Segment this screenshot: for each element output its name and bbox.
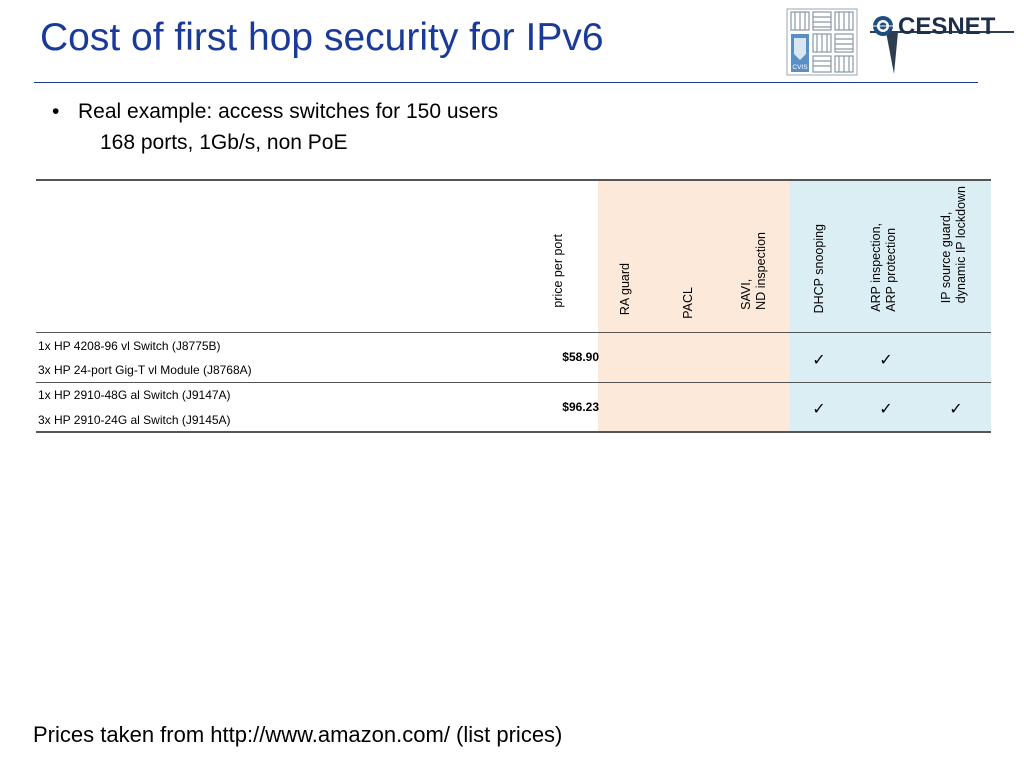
blue-band <box>790 181 991 433</box>
table-bottom-rule <box>36 431 991 433</box>
header-arp-inspection: ARP inspection, ARP protection <box>869 223 898 312</box>
row1-dhcp-check: ✓ <box>812 350 826 369</box>
row2-dhcp-check: ✓ <box>812 399 826 418</box>
row2-item1: 1x HP 2910-48G al Switch (J9147A) <box>38 388 231 402</box>
bullet-marker: • <box>52 100 60 123</box>
bullet-subline: 168 ports, 1Gb/s, non PoE <box>100 131 348 154</box>
table-top-rule <box>36 179 991 181</box>
header-ip-source-guard: IP source guard, dynamic IP lockdown <box>939 186 968 304</box>
row2-ipsg-check: ✓ <box>949 399 963 418</box>
cvis-logo: CVIS <box>786 8 858 76</box>
title-underline <box>34 82 978 83</box>
slide-title: Cost of first hop security for IPv6 <box>40 16 604 59</box>
row1-arp-check: ✓ <box>879 350 893 369</box>
cost-table: price per port RA guard PACL SAVI, ND ins… <box>36 179 991 433</box>
cesnet-logo-text: CESNET <box>898 13 996 40</box>
header-ra-guard: RA guard <box>618 263 632 316</box>
header-pacl: PACL <box>681 287 695 319</box>
row-rule <box>36 382 991 383</box>
row2-item2: 3x HP 2910-24G al Switch (J9145A) <box>38 413 231 427</box>
bullet-point: • Real example: access switches for 150 u… <box>52 100 498 124</box>
row1-item1: 1x HP 4208-96 vl Switch (J8775B) <box>38 339 221 353</box>
bullet-text: Real example: access switches for 150 us… <box>78 100 499 123</box>
footer-note: Prices taken from http://www.amazon.com/… <box>33 722 563 747</box>
cvis-logo-text: CVIS <box>792 64 808 71</box>
header-dhcp-snooping: DHCP snooping <box>812 224 826 314</box>
orange-band <box>598 181 790 433</box>
header-rule <box>36 332 991 333</box>
row1-item2: 3x HP 24-port Gig-T vl Module (J8768A) <box>38 363 252 377</box>
row2-arp-check: ✓ <box>879 399 893 418</box>
header-price-per-port: price per port <box>551 234 565 308</box>
row1-price: $58.90 <box>562 350 599 364</box>
row2-price: $96.23 <box>562 400 599 414</box>
cesnet-logo: CESNET <box>870 13 1014 74</box>
header-savi: SAVI, ND inspection <box>739 232 768 310</box>
